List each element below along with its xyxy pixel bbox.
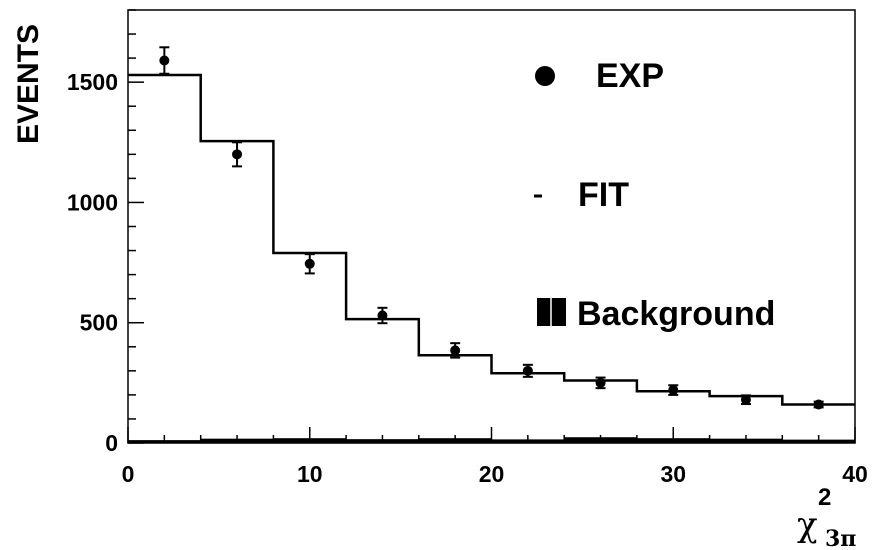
x-tick-label: 30 [660, 461, 686, 487]
x-axis-title-superscript: 2 [818, 484, 831, 511]
legend-fit-label: FIT [578, 176, 629, 214]
exp-marker [377, 310, 388, 321]
exp-point [450, 342, 461, 359]
plot-area [127, 9, 856, 444]
y-tick-label: 0 [105, 430, 118, 456]
exp-point [522, 363, 533, 378]
exp-marker [304, 258, 315, 269]
x-tick-label: 20 [479, 461, 505, 487]
x-axis-title: χ 2 3π [797, 484, 856, 550]
exp-marker [740, 394, 751, 405]
legend-background-label: Background [577, 295, 775, 333]
fit-series [128, 73, 855, 406]
exp-point [595, 376, 606, 390]
exp-point [377, 306, 388, 325]
y-axis-title: EVENTS [12, 24, 45, 144]
exp-marker [668, 385, 679, 396]
x-axis-title-main: χ [797, 505, 818, 545]
exp-point [304, 253, 315, 275]
x-tick-label: 10 [297, 461, 323, 487]
exp-marker [232, 149, 243, 160]
legend: EXP FIT Background [534, 57, 775, 333]
exp-point [232, 141, 243, 168]
exp-marker [595, 377, 606, 388]
legend-exp-marker [535, 66, 555, 86]
exp-point [740, 394, 751, 406]
plot-frame [127, 9, 856, 444]
axes: 0 10 20 30 40 0 500 1000 1500 [67, 9, 868, 487]
x-axis-title-subscript: 3π [825, 526, 856, 550]
y-tick-label: 500 [80, 310, 118, 336]
legend-exp-label: EXP [596, 57, 664, 95]
exp-point [159, 46, 170, 75]
exp-point [813, 399, 824, 410]
fit-step-line [128, 73, 855, 406]
x-tick-label: 40 [842, 461, 868, 487]
exp-marker [522, 365, 533, 376]
y-tick-label: 1000 [67, 189, 118, 215]
exp-point [668, 384, 679, 396]
x-tick-label: 0 [122, 461, 135, 487]
y-tick-label: 1500 [67, 69, 118, 95]
exp-marker [813, 399, 824, 410]
exp-marker [450, 345, 461, 356]
exp-marker [159, 55, 170, 66]
exp-series [159, 46, 824, 410]
